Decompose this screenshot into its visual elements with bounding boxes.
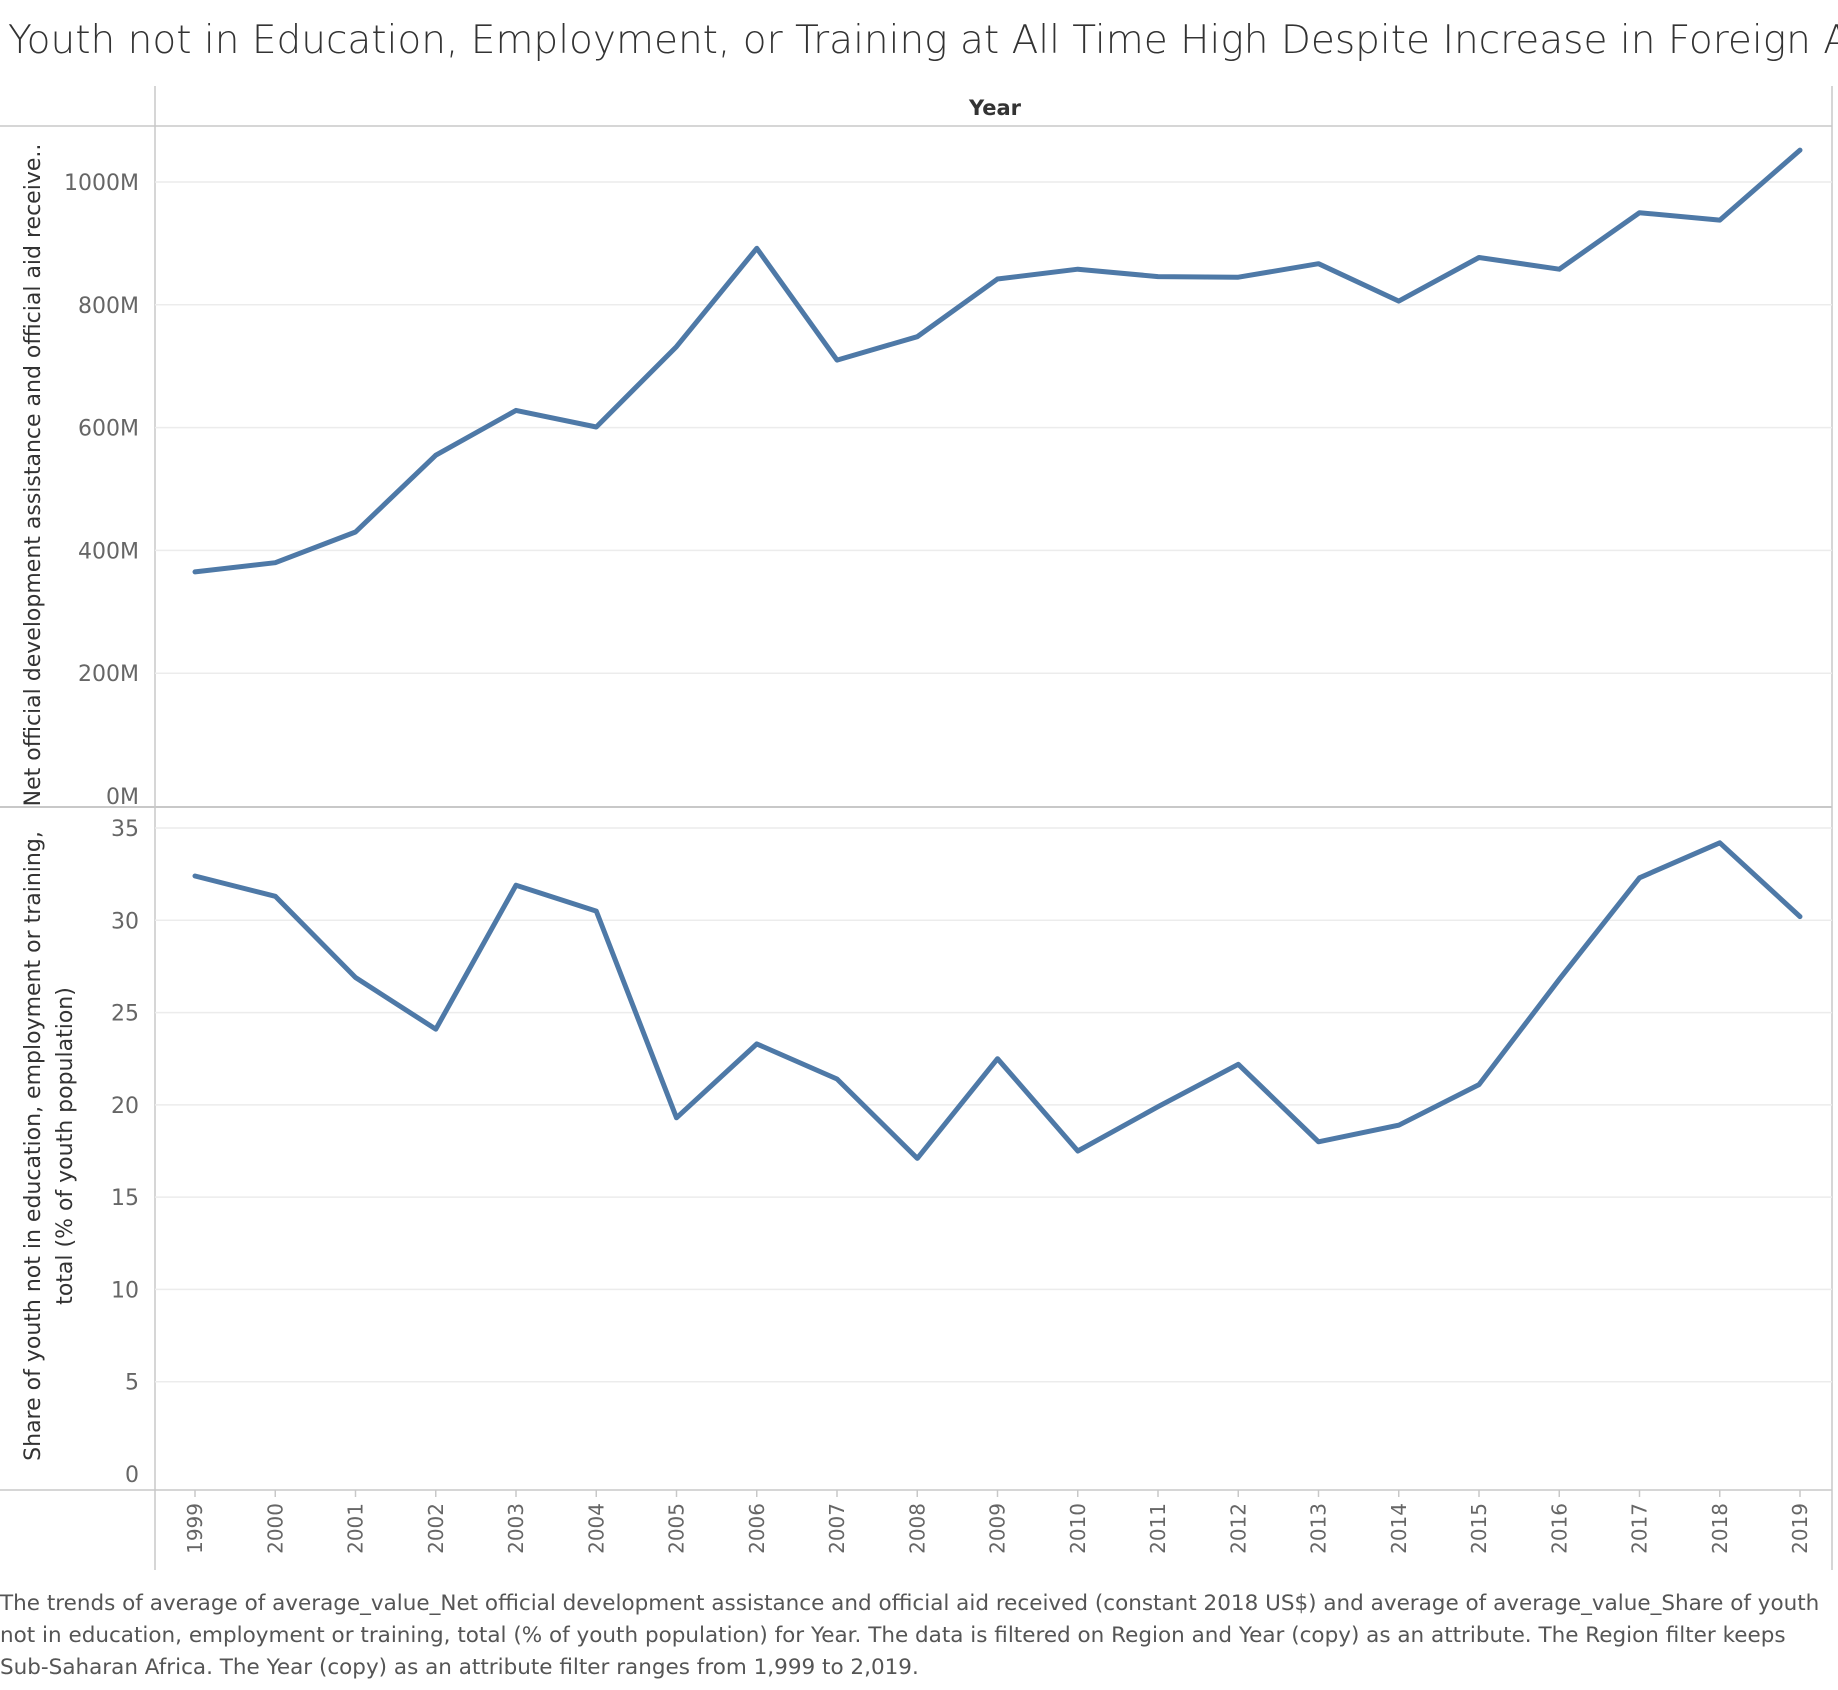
- y-axis-ticks-top: 0M 200M 400M 600M 800M 1000M: [64, 171, 139, 810]
- y-axis-label-top: Net official development assistance and …: [21, 144, 46, 807]
- x-tick-label: 2013: [1307, 1503, 1331, 1554]
- chart-title: Youth not in Education, Employment, or T…: [8, 18, 1838, 63]
- x-tick-label: 2000: [263, 1503, 287, 1554]
- y-tick-label: 15: [111, 1186, 139, 1211]
- grid-bottom-panel: [155, 827, 1832, 1383]
- y-axis-label-bottom-line1: Share of youth not in education, employm…: [21, 831, 46, 1461]
- x-tick-label: 2001: [344, 1503, 368, 1554]
- x-tick-label: 2012: [1226, 1503, 1250, 1554]
- x-tick-label: 2002: [424, 1503, 448, 1554]
- x-tick-label: 2010: [1066, 1503, 1090, 1554]
- y-tick-label: 1000M: [64, 171, 139, 196]
- series-line-neet: [192, 840, 1803, 1161]
- y-tick-label: 800M: [78, 294, 139, 319]
- x-tick-label: 2017: [1628, 1503, 1652, 1554]
- x-tick-label: 2008: [905, 1503, 929, 1554]
- dual-line-chart: 0M 200M 400M 600M 800M 1000M 0 5 10 15 20 25 30 35 1…: [0, 86, 1833, 1570]
- y-tick-label: 0: [125, 1463, 139, 1488]
- x-tick-label: 2005: [665, 1503, 689, 1554]
- grid-top-panel: [155, 181, 1832, 674]
- x-tick-label: 2011: [1146, 1503, 1170, 1554]
- y-axis-ticks-bottom: 0 5 10 15 20 25 30 35: [111, 817, 139, 1488]
- x-tick-label: 2018: [1708, 1503, 1732, 1554]
- x-tick-label: 2014: [1387, 1503, 1411, 1554]
- y-tick-label: 20: [111, 1094, 139, 1119]
- series-line-aid: [192, 147, 1803, 575]
- y-tick-label: 600M: [78, 417, 139, 442]
- series-lines: [192, 147, 1803, 1161]
- x-tick-label: 2019: [1788, 1503, 1812, 1554]
- y-tick-label: 0M: [106, 785, 139, 810]
- y-tick-label: 35: [111, 817, 139, 842]
- x-tick-label: 2006: [745, 1503, 769, 1554]
- y-axis-label-bottom-line2: total (% of youth population): [53, 987, 78, 1305]
- y-tick-label: 10: [111, 1278, 139, 1303]
- x-tick-label: 2015: [1467, 1503, 1491, 1554]
- y-tick-label: 30: [111, 909, 139, 934]
- x-tick-label: 2009: [986, 1503, 1010, 1554]
- y-tick-label: 200M: [78, 662, 139, 687]
- x-tick-label: 2004: [584, 1503, 608, 1554]
- chart-caption: The trends of average of average_value_N…: [0, 1591, 1820, 1680]
- column-header-year: Year: [968, 96, 1022, 120]
- x-tick-label: 1999: [183, 1503, 207, 1554]
- y-tick-label: 5: [125, 1371, 139, 1396]
- x-axis-ticks: 1999 2000 2001 2002 2003 2004 2005 2006 2007 2008…: [183, 1503, 1812, 1554]
- y-tick-label: 400M: [78, 539, 139, 564]
- x-tick-label: 2003: [504, 1503, 528, 1554]
- y-tick-label: 25: [111, 1002, 139, 1027]
- x-tick-label: 2007: [825, 1503, 849, 1554]
- x-tick-label: 2016: [1547, 1503, 1571, 1554]
